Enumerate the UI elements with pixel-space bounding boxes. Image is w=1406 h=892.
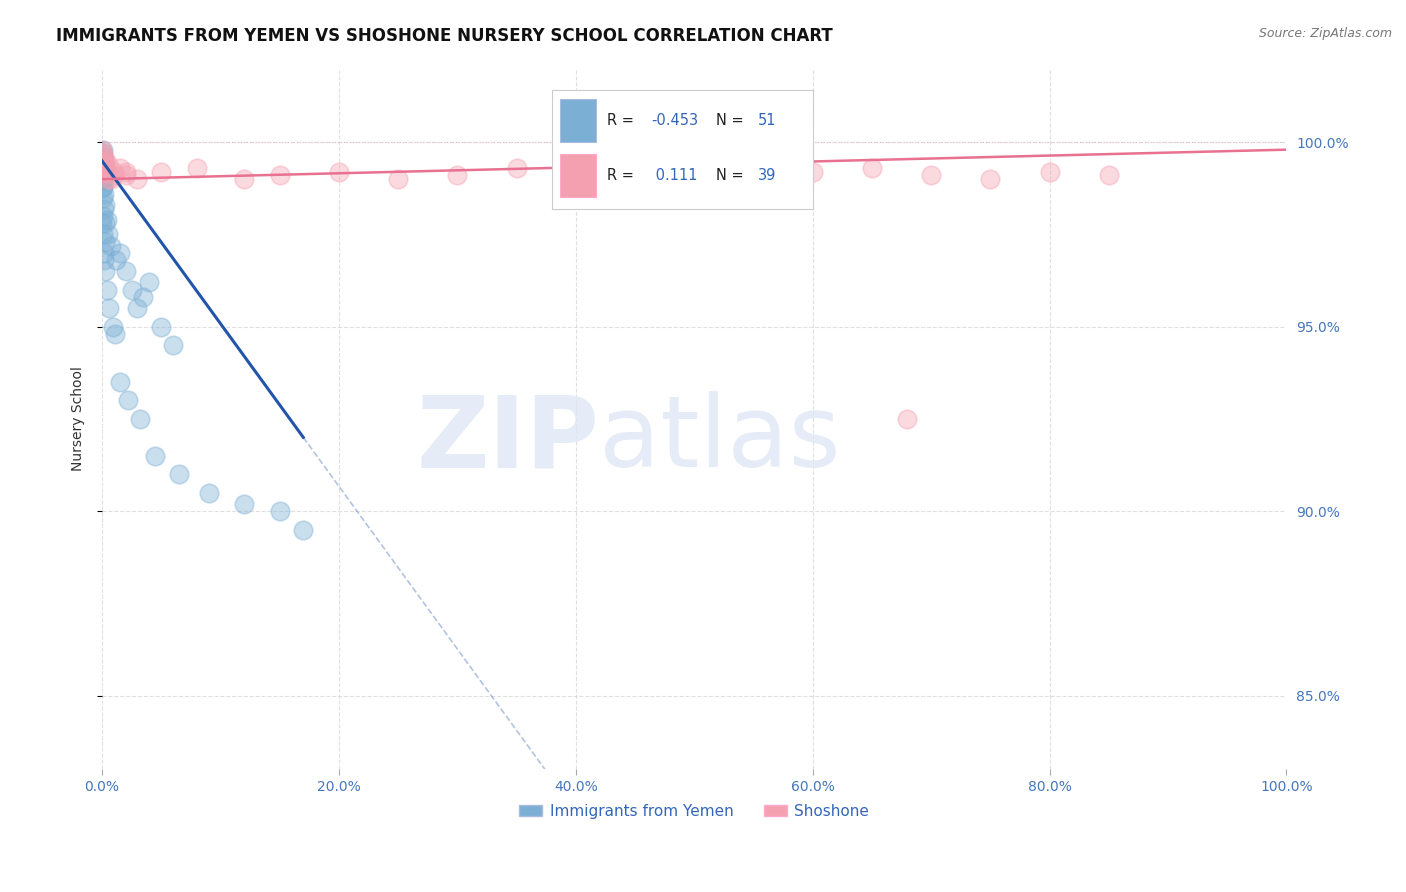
- Point: [91, 179, 114, 194]
- Point: [114, 169, 136, 183]
- Point: [94, 198, 117, 212]
- Point: [143, 449, 166, 463]
- Point: [93, 157, 115, 171]
- Point: [127, 301, 149, 316]
- Point: [91, 146, 114, 161]
- Point: [108, 246, 131, 260]
- Point: [233, 497, 256, 511]
- Point: [683, 169, 706, 183]
- Point: [128, 412, 150, 426]
- Point: [93, 153, 115, 168]
- Point: [93, 165, 115, 179]
- Point: [93, 202, 115, 216]
- Point: [127, 172, 149, 186]
- Point: [94, 161, 117, 175]
- Point: [103, 169, 125, 183]
- Point: [91, 150, 114, 164]
- Point: [91, 172, 114, 186]
- Point: [91, 191, 114, 205]
- Point: [104, 327, 127, 342]
- Point: [150, 319, 173, 334]
- Point: [96, 212, 118, 227]
- Point: [292, 523, 315, 537]
- Point: [91, 179, 114, 194]
- Point: [91, 153, 114, 168]
- Point: [100, 238, 122, 252]
- Point: [186, 161, 208, 175]
- Point: [117, 393, 139, 408]
- Point: [979, 172, 1001, 186]
- Point: [132, 290, 155, 304]
- Y-axis label: Nursery School: Nursery School: [72, 367, 86, 471]
- Point: [114, 264, 136, 278]
- Point: [93, 157, 115, 171]
- Point: [121, 283, 143, 297]
- Point: [97, 227, 120, 242]
- Point: [108, 375, 131, 389]
- Point: [91, 209, 114, 223]
- Point: [98, 301, 121, 316]
- Point: [269, 504, 291, 518]
- Point: [93, 161, 115, 175]
- Point: [97, 172, 120, 186]
- Point: [93, 172, 115, 186]
- Point: [1038, 165, 1060, 179]
- Point: [920, 169, 942, 183]
- Point: [860, 161, 883, 175]
- Point: [93, 161, 115, 175]
- Point: [93, 186, 115, 201]
- Point: [93, 253, 115, 268]
- Point: [167, 467, 190, 482]
- Point: [162, 338, 184, 352]
- Point: [150, 165, 173, 179]
- Text: IMMIGRANTS FROM YEMEN VS SHOSHONE NURSERY SCHOOL CORRELATION CHART: IMMIGRANTS FROM YEMEN VS SHOSHONE NURSER…: [56, 27, 832, 45]
- Point: [93, 246, 115, 260]
- Point: [105, 253, 128, 268]
- Point: [91, 143, 114, 157]
- Point: [94, 264, 117, 278]
- Point: [328, 165, 350, 179]
- Text: atlas: atlas: [599, 392, 841, 489]
- Point: [801, 165, 824, 179]
- Point: [896, 412, 918, 426]
- Point: [96, 165, 118, 179]
- Point: [742, 172, 765, 186]
- Point: [94, 165, 117, 179]
- Text: Source: ZipAtlas.com: Source: ZipAtlas.com: [1258, 27, 1392, 40]
- Legend: Immigrants from Yemen, Shoshone: Immigrants from Yemen, Shoshone: [513, 797, 876, 825]
- Point: [564, 172, 586, 186]
- Point: [138, 276, 160, 290]
- Point: [1098, 169, 1121, 183]
- Point: [97, 157, 120, 171]
- Point: [103, 165, 125, 179]
- Point: [505, 161, 527, 175]
- Point: [96, 283, 118, 297]
- Point: [269, 169, 291, 183]
- Point: [91, 143, 114, 157]
- Point: [91, 165, 114, 179]
- Point: [91, 153, 114, 168]
- Point: [91, 216, 114, 230]
- Point: [94, 235, 117, 249]
- Point: [114, 165, 136, 179]
- Point: [233, 172, 256, 186]
- Point: [624, 165, 647, 179]
- Point: [91, 172, 114, 186]
- Point: [94, 153, 117, 168]
- Point: [101, 319, 124, 334]
- Point: [94, 216, 117, 230]
- Point: [100, 172, 122, 186]
- Text: ZIP: ZIP: [416, 392, 599, 489]
- Point: [387, 172, 409, 186]
- Point: [91, 146, 114, 161]
- Point: [91, 227, 114, 242]
- Point: [197, 485, 219, 500]
- Point: [91, 179, 114, 194]
- Point: [93, 150, 115, 164]
- Point: [446, 169, 468, 183]
- Point: [108, 161, 131, 175]
